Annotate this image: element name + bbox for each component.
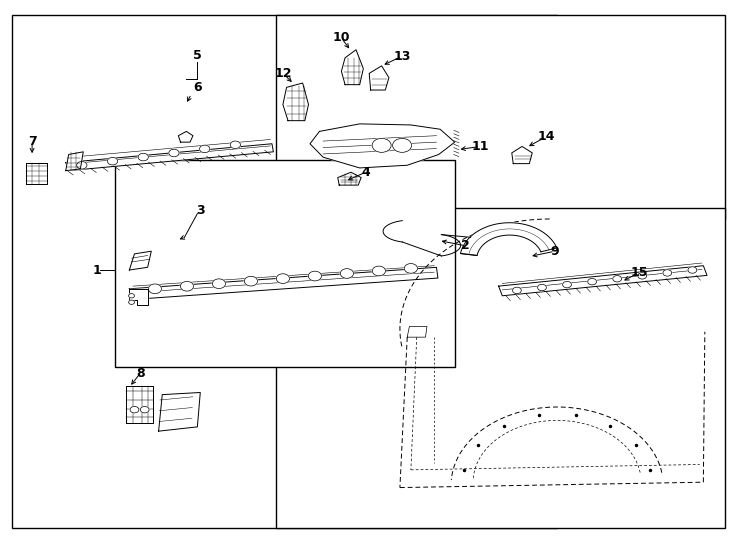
Text: 4: 4 xyxy=(361,166,370,179)
Circle shape xyxy=(128,294,134,298)
Polygon shape xyxy=(460,222,557,255)
Circle shape xyxy=(688,267,697,273)
Text: 13: 13 xyxy=(393,50,411,63)
Polygon shape xyxy=(178,131,193,142)
Circle shape xyxy=(663,269,672,276)
Text: 2: 2 xyxy=(462,239,470,252)
Circle shape xyxy=(244,276,258,286)
Polygon shape xyxy=(341,50,363,85)
Circle shape xyxy=(77,161,87,169)
Circle shape xyxy=(148,284,161,294)
Polygon shape xyxy=(512,146,532,164)
Polygon shape xyxy=(129,289,148,305)
Circle shape xyxy=(638,273,647,279)
Bar xyxy=(275,15,725,219)
Bar xyxy=(275,208,725,528)
Text: 14: 14 xyxy=(537,130,555,143)
Text: 5: 5 xyxy=(193,49,202,62)
Bar xyxy=(12,15,557,528)
Polygon shape xyxy=(129,267,438,300)
Polygon shape xyxy=(66,152,83,171)
Circle shape xyxy=(372,266,385,276)
Circle shape xyxy=(128,300,134,305)
Polygon shape xyxy=(338,172,361,185)
Circle shape xyxy=(341,269,354,278)
Circle shape xyxy=(200,145,210,153)
Polygon shape xyxy=(498,266,707,296)
Circle shape xyxy=(169,149,179,157)
Circle shape xyxy=(140,407,149,413)
Text: 8: 8 xyxy=(136,367,145,380)
Polygon shape xyxy=(159,393,200,431)
Circle shape xyxy=(563,281,572,288)
Circle shape xyxy=(512,287,521,294)
Circle shape xyxy=(212,279,225,288)
Circle shape xyxy=(308,271,321,281)
Text: 12: 12 xyxy=(275,68,292,80)
Polygon shape xyxy=(310,124,455,168)
Bar xyxy=(115,160,455,367)
Text: 6: 6 xyxy=(193,81,202,94)
Circle shape xyxy=(588,279,597,285)
Circle shape xyxy=(138,153,148,161)
Polygon shape xyxy=(66,144,273,171)
Text: 3: 3 xyxy=(196,205,205,218)
Circle shape xyxy=(404,264,418,273)
Polygon shape xyxy=(369,66,389,90)
Text: 1: 1 xyxy=(92,264,101,276)
Circle shape xyxy=(107,157,117,165)
Text: 11: 11 xyxy=(471,140,489,153)
Polygon shape xyxy=(283,83,308,120)
Circle shape xyxy=(181,281,194,291)
Circle shape xyxy=(393,138,412,152)
Circle shape xyxy=(613,275,622,282)
Circle shape xyxy=(230,141,241,148)
Text: 10: 10 xyxy=(333,31,350,44)
Polygon shape xyxy=(126,386,153,423)
Text: 7: 7 xyxy=(28,134,37,147)
Circle shape xyxy=(130,407,139,413)
Text: 9: 9 xyxy=(550,245,559,258)
Circle shape xyxy=(537,284,546,291)
Polygon shape xyxy=(129,251,151,270)
Text: 15: 15 xyxy=(631,266,648,279)
Circle shape xyxy=(276,274,289,284)
Polygon shape xyxy=(26,163,48,184)
Circle shape xyxy=(372,138,391,152)
